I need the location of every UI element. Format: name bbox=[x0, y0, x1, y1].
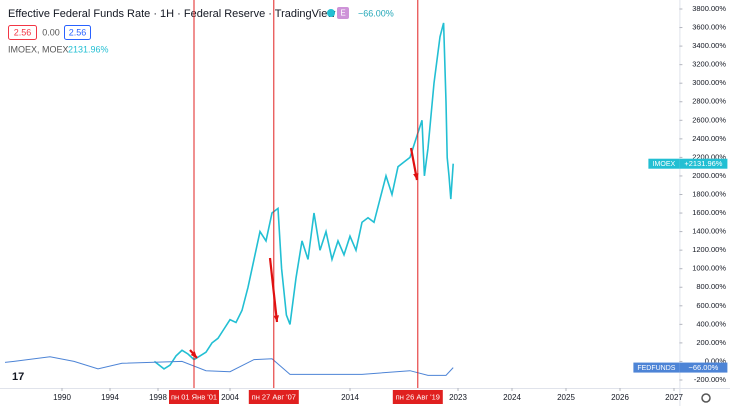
y-tick-label: 2400.00% bbox=[692, 134, 726, 143]
compare-value: 2131.96% bbox=[68, 44, 109, 54]
settings-icon[interactable] bbox=[701, 393, 711, 403]
marker-label: пн 01 Янв '01 bbox=[171, 392, 217, 401]
x-tick-label: 2014 bbox=[341, 393, 359, 402]
chart-title: Effective Federal Funds Rate · 1H · Fede… bbox=[8, 8, 335, 20]
change: −66.00% bbox=[358, 8, 394, 18]
badge: E bbox=[340, 9, 345, 18]
plot bbox=[4, 22, 454, 376]
last-value-label: +2131.96% bbox=[684, 159, 722, 168]
series-name-box bbox=[633, 362, 680, 373]
arrow bbox=[268, 257, 279, 323]
x-tick-label: 2024 bbox=[503, 393, 521, 402]
y-tick-label: 3000.00% bbox=[692, 78, 726, 87]
logo-mark: 17 bbox=[12, 371, 24, 383]
quote-box bbox=[8, 25, 37, 40]
y-tick-label: 1000.00% bbox=[692, 264, 726, 273]
y-tick-label: 2000.00% bbox=[692, 171, 726, 180]
last-value-label: −66.00% bbox=[688, 363, 718, 372]
y-tick-label: 2200.00% bbox=[692, 152, 726, 161]
y-tick-label: 3200.00% bbox=[692, 60, 726, 69]
marker-label-box bbox=[248, 390, 299, 404]
y-tick-label: 0.00% bbox=[705, 356, 727, 365]
series-name-box bbox=[648, 158, 680, 169]
arrow-head bbox=[273, 315, 280, 322]
y-tick-label: 800.00% bbox=[696, 282, 726, 291]
x-tick-label: 1990 bbox=[53, 393, 71, 402]
x-tick-label: 2004 bbox=[221, 393, 239, 402]
badge-box bbox=[337, 7, 349, 19]
last-value-box bbox=[679, 158, 728, 169]
marker-label: пн 27 Авг '07 bbox=[252, 392, 296, 401]
last-value-box bbox=[679, 362, 728, 373]
marker-label: пн 26 Авг '19 bbox=[396, 392, 440, 401]
quote-box-text: 2.56 bbox=[69, 27, 87, 37]
y-tick-label: 2800.00% bbox=[692, 97, 726, 106]
arrow-head bbox=[413, 173, 419, 180]
y-tick-label: 1600.00% bbox=[692, 208, 726, 217]
tv-logo: 17 bbox=[12, 371, 24, 383]
x-tick-label: 1994 bbox=[101, 393, 119, 402]
quote-box-text: 0.00 bbox=[42, 27, 60, 37]
x-tick-label: 1998 bbox=[149, 393, 167, 402]
status-dot bbox=[327, 9, 335, 17]
y-tick-label: 600.00% bbox=[696, 301, 726, 310]
y-tick-label: 1200.00% bbox=[692, 245, 726, 254]
series-name: IMOEX bbox=[653, 161, 676, 168]
arrow-head bbox=[190, 351, 197, 358]
y-tick-label: 1800.00% bbox=[692, 189, 726, 198]
y-tick-label: 3800.00% bbox=[692, 4, 726, 13]
y-tick-label: 200.00% bbox=[696, 338, 726, 347]
series-name: FEDFUNDS bbox=[637, 365, 675, 372]
series-line bbox=[153, 22, 454, 370]
compare-label: IMOEX, MOEX bbox=[8, 44, 69, 54]
quote-box bbox=[64, 25, 91, 40]
x-tick-label: 2023 bbox=[449, 393, 467, 402]
x-tick-label: 2027 bbox=[665, 393, 683, 402]
y-tick-label: -200.00% bbox=[694, 375, 726, 384]
y-tick-label: 400.00% bbox=[696, 319, 726, 328]
y-tick-label: 3600.00% bbox=[692, 23, 726, 32]
y-tick-label: 2600.00% bbox=[692, 115, 726, 124]
series-line bbox=[4, 356, 454, 376]
quote-box-text: 2.56 bbox=[14, 27, 32, 37]
y-tick-label: 1400.00% bbox=[692, 227, 726, 236]
y-tick-label: 3400.00% bbox=[692, 41, 726, 50]
x-tick-label: 2026 bbox=[611, 393, 629, 402]
marker-label-box bbox=[169, 390, 219, 404]
marker-label-box bbox=[392, 390, 443, 404]
x-tick-label: 2025 bbox=[557, 393, 575, 402]
